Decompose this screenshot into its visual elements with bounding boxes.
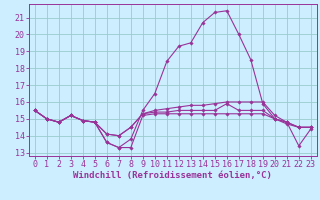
X-axis label: Windchill (Refroidissement éolien,°C): Windchill (Refroidissement éolien,°C) [73,171,272,180]
